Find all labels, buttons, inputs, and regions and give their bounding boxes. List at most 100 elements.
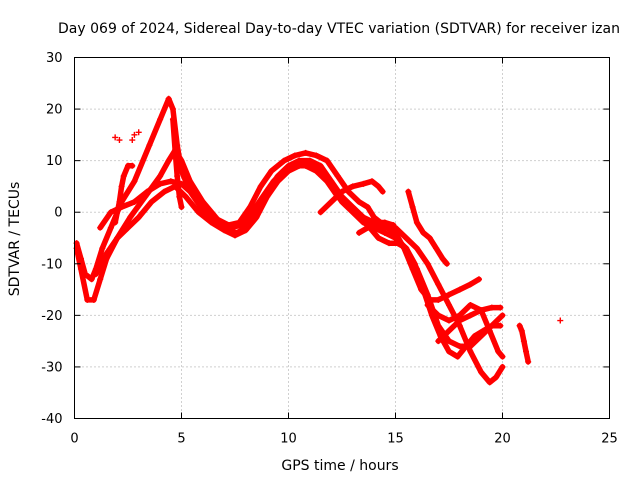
data-point: [120, 173, 127, 180]
data-point: [375, 235, 382, 241]
data-point: [291, 152, 298, 159]
data-point: [195, 209, 202, 216]
data-point: [435, 338, 442, 345]
data-point: [285, 167, 292, 174]
data-point: [424, 260, 431, 267]
data-point: [242, 227, 249, 234]
data-point: [379, 188, 386, 195]
data-point: [88, 276, 95, 283]
plot-frame: [74, 57, 610, 419]
data-point: [495, 348, 502, 355]
data-point: [172, 147, 179, 154]
data-point: [493, 374, 500, 381]
data-point: [317, 162, 324, 169]
data-point: [257, 183, 264, 190]
data-point: [107, 224, 114, 231]
data-point: [131, 178, 138, 185]
data-point: [471, 332, 478, 339]
data-point: [499, 363, 506, 370]
data-point: [103, 250, 110, 257]
data-point: [446, 348, 452, 355]
isolated-data-point: [135, 129, 142, 136]
data-point: [339, 198, 345, 205]
data-point: [381, 219, 388, 226]
data-point: [268, 167, 275, 174]
data-point: [518, 327, 525, 334]
data-point: [435, 322, 442, 329]
data-point: [373, 219, 380, 226]
data-point: [157, 173, 164, 180]
isolated-data-point: [112, 134, 119, 141]
data-point: [182, 193, 189, 200]
data-point: [435, 296, 442, 303]
data-point: [174, 173, 181, 180]
data-point: [424, 291, 431, 298]
data-series: [73, 95, 564, 386]
data-point: [435, 312, 442, 319]
data-point: [356, 198, 363, 205]
data-point: [520, 338, 527, 345]
data-point: [467, 302, 474, 309]
data-point: [313, 152, 320, 159]
isolated-data-point: [129, 137, 136, 144]
series-track-7: [317, 178, 386, 215]
data-point: [375, 183, 382, 190]
data-point: [302, 149, 309, 156]
data-point: [77, 265, 84, 272]
isolated-data-point: [131, 131, 138, 138]
data-point: [324, 157, 331, 164]
data-point: [146, 142, 153, 149]
grid-lines: [74, 57, 610, 419]
y-tick-label: 20: [46, 103, 63, 118]
data-point: [169, 116, 176, 123]
data-point: [306, 162, 313, 169]
data-point: [281, 157, 288, 164]
data-point: [523, 348, 530, 355]
data-point: [116, 198, 123, 205]
data-point: [165, 95, 172, 102]
data-point: [456, 286, 463, 293]
x-tick-label: 5: [177, 432, 185, 447]
data-point: [107, 209, 114, 216]
data-point: [486, 379, 493, 386]
x-tick-label: 20: [494, 432, 511, 447]
data-point: [296, 162, 303, 169]
data-point: [99, 245, 106, 252]
data-point: [405, 188, 412, 195]
data-point: [264, 193, 271, 200]
data-point: [456, 317, 463, 324]
data-point: [144, 188, 151, 195]
data-point: [368, 178, 375, 185]
data-point: [118, 183, 125, 190]
data-point: [274, 178, 281, 185]
data-point: [187, 188, 194, 195]
data-point: [433, 245, 440, 252]
data-point: [478, 307, 485, 314]
data-point: [381, 224, 388, 231]
data-point: [390, 222, 397, 229]
data-point: [426, 235, 433, 241]
data-point: [364, 224, 371, 231]
data-point: [178, 204, 185, 211]
data-point: [232, 232, 238, 239]
data-point: [386, 240, 393, 247]
x-tick-label: 10: [280, 432, 297, 447]
data-point: [169, 106, 176, 113]
y-tick-label: 10: [46, 154, 63, 169]
data-point: [446, 317, 452, 324]
data-point: [349, 209, 356, 216]
data-point: [497, 322, 504, 329]
data-point: [424, 302, 431, 309]
data-point: [334, 173, 341, 180]
data-point: [92, 271, 99, 278]
data-point: [187, 178, 194, 185]
data-point: [317, 167, 324, 174]
data-point: [435, 281, 442, 288]
x-tick-label: 0: [70, 432, 78, 447]
data-point: [97, 276, 104, 283]
data-point: [360, 219, 367, 226]
y-tick-label: 30: [46, 51, 63, 66]
data-point: [176, 193, 183, 200]
chart-title: Day 069 of 2024, Sidereal Day-to-day VTE…: [58, 21, 620, 37]
y-tick-label: -40: [41, 412, 62, 427]
